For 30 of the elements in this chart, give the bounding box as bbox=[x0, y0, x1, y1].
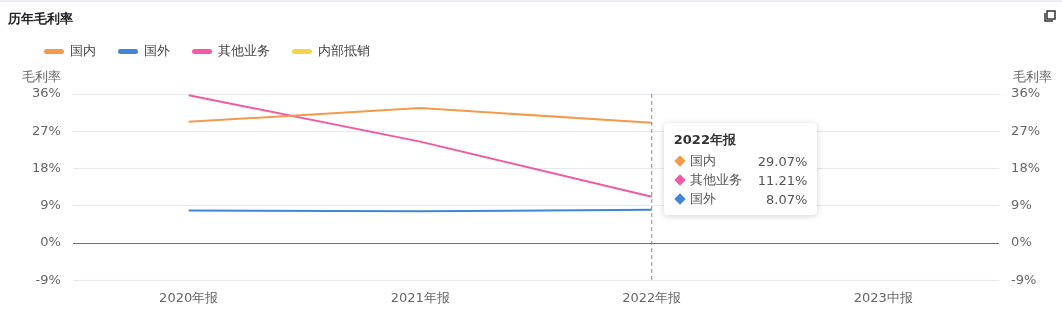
y2-tick-label: 18% bbox=[1011, 159, 1041, 175]
legend-label: 国内 bbox=[689, 152, 717, 171]
y2-tick-label: 27% bbox=[1011, 122, 1041, 138]
y-tick-label: 18% bbox=[31, 159, 61, 175]
y-axis-title: 毛利率 bbox=[22, 68, 61, 86]
y2-tick-label: 0% bbox=[1011, 234, 1032, 250]
text: 其他业务 bbox=[689, 172, 742, 188]
annotation: 8.07% bbox=[766, 191, 808, 207]
y2-tick-label: -9% bbox=[1011, 271, 1037, 287]
y-tick-label: -9% bbox=[35, 271, 61, 287]
text: 国内 bbox=[70, 43, 96, 58]
annotation: 11.21% bbox=[757, 172, 808, 188]
text: 2022年报 bbox=[673, 131, 736, 147]
x-tick-label: 2020年报 bbox=[159, 289, 219, 305]
y2-axis-title: 毛利率 bbox=[1013, 68, 1052, 86]
x-tick-label: 2021年报 bbox=[390, 289, 450, 305]
y-tick-label: 27% bbox=[31, 122, 61, 138]
y-tick-label: 0% bbox=[40, 234, 61, 250]
y2-tick-label: 9% bbox=[1011, 197, 1032, 213]
legend-label: 国外 bbox=[689, 190, 717, 209]
annotation: 29.07% bbox=[757, 153, 808, 169]
legend-label: 内部抵销 bbox=[318, 42, 370, 60]
y-tick-label: 36% bbox=[31, 85, 61, 101]
chart-title: 历年毛利率 bbox=[8, 10, 73, 28]
x-tick-label: 2022年报 bbox=[622, 289, 682, 305]
text: 国外 bbox=[144, 43, 170, 58]
x-tick-label: 2023中报 bbox=[853, 289, 913, 305]
legend-label: 其他业务 bbox=[218, 42, 270, 60]
y2-tick-label: 36% bbox=[1011, 85, 1041, 101]
y-tick-label: 9% bbox=[40, 197, 61, 213]
